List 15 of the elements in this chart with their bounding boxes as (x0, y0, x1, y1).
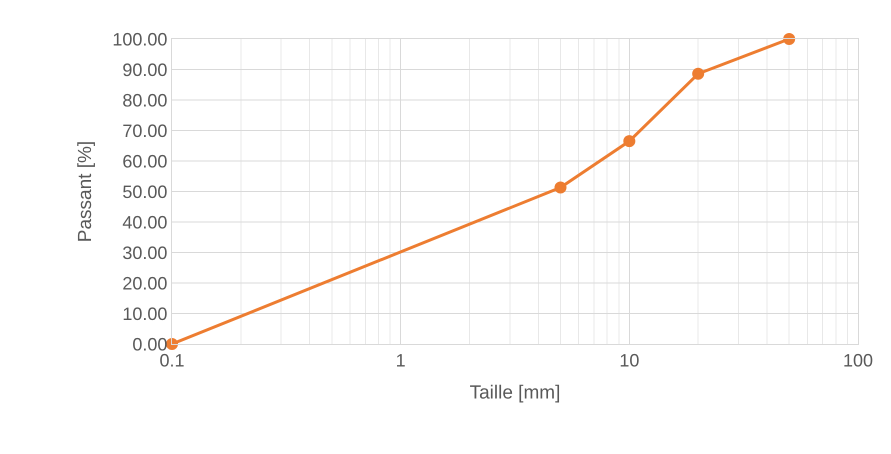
y-tick-label: 10.00 (122, 304, 168, 324)
y-tick-label: 50.00 (122, 182, 168, 202)
y-tick-label: 100.00 (112, 29, 168, 50)
y-tick-label: 90.00 (122, 60, 168, 80)
x-tick-label: 10 (619, 350, 640, 371)
y-tick-label: 40.00 (122, 212, 168, 232)
x-tick-label: 100 (842, 350, 874, 371)
x-axis-title: Taille [mm] (470, 382, 560, 404)
y-tick-label: 60.00 (122, 151, 168, 172)
y-tick-label: 70.00 (122, 120, 168, 141)
y-tick-label: 30.00 (122, 242, 168, 263)
y-tick-label: 80.00 (122, 90, 168, 110)
y-tick-label: 20.00 (122, 273, 168, 294)
y-axis-title: Passant [%] (75, 140, 96, 242)
x-tick-label: 1 (396, 350, 406, 371)
